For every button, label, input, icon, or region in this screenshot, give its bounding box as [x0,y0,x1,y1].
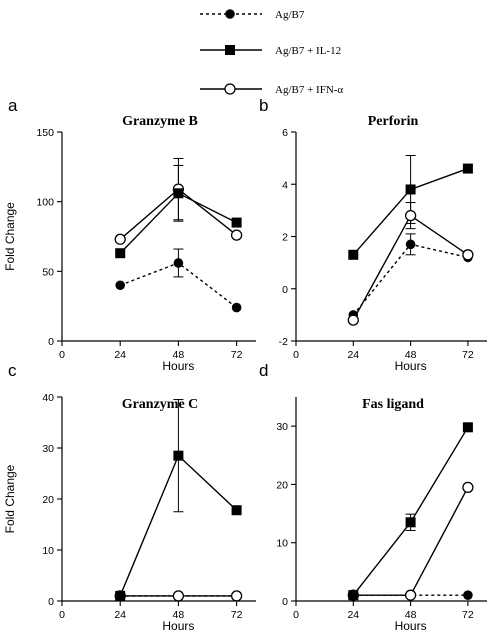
legend-marker-ag-b7-il12 [225,45,235,55]
panel-c-ytick-label: 40 [42,392,54,404]
panel-d-line-ag-b7-ifn [353,487,469,596]
panel-d-point-ag-b7-il12 [348,590,359,601]
panel-b-letter: b [259,96,268,115]
panel-d-xtick-label: 72 [462,609,474,621]
legend-label-ag-b7-il12: Ag/B7 + IL-12 [275,45,341,57]
panel-c-ytick-label: 30 [42,443,54,455]
panel-a-ytick-label: 100 [36,197,54,209]
legend-marker-ag-b7 [225,9,235,19]
panel-d-xtick-label: 24 [347,609,359,621]
panel-a: a Granzyme B 0 50 100 150 0 24 48 72 Hours Fold Cha… [3,96,256,373]
panel-a-point-ag-b7-il12 [231,217,242,228]
panel-c-letter: c [8,361,17,380]
panel-c-point-ag-b7-il12 [115,590,126,601]
panel-b-xtick-label: 24 [347,349,359,361]
legend-item-ag-b7-il12: Ag/B7 + IL-12 [200,45,341,57]
panel-d-letter: d [259,361,268,380]
panel-c-point-ag-b7-ifn [230,590,243,602]
panel-a-point-ag-b7-il12 [115,248,126,259]
panel-b-line-ag-b7-ifn [352,214,469,321]
panel-d-point-ag-b7-ifn [462,481,474,493]
panel-c-xlabel: Hours [162,619,194,633]
panel-a-ytick-label: 0 [48,336,54,348]
panel-b-point-ag-b7-ifn [462,249,474,261]
panel-d-ytick-label: 30 [276,421,288,433]
panel-a-point-ag-b7 [231,302,242,313]
panel-b-xtick-label: 48 [405,349,417,361]
panel-a-xtick-label: 0 [59,349,65,361]
panel-b-point-ag-b7-il12 [462,163,473,174]
panel-a-letter: a [8,96,18,115]
panel-d-xlabel: Hours [395,619,427,633]
panel-d-point-ag-b7 [463,590,473,600]
panel-d-ytick-label: 10 [276,538,288,550]
panel-d-xtick-label: 48 [405,609,417,621]
legend-label-ag-b7-ifn: Ag/B7 + IFN-α [275,84,343,96]
panel-a-ylabel: Fold Change [3,202,17,271]
panel-a-title: Granzyme B [122,114,198,129]
panel-a-xtick-label: 48 [173,349,185,361]
legend-item-ag-b7-ifn: Ag/B7 + IFN-α [200,83,343,96]
panel-c-point-ag-b7-il12 [173,450,184,461]
legend-label-ag-b7: Ag/B7 [275,9,305,21]
panel-a-ytick-label: 50 [42,266,54,278]
panel-d-title: Fas ligand [362,397,424,412]
panel-c-xtick-label: 0 [59,609,65,621]
panel-a-point-ag-b7-ifn [114,233,126,245]
panel-a-xlabel: Hours [162,359,194,373]
panel-b-ytick-label: 6 [282,127,288,139]
panel-b-ytick-label: 2 [282,232,288,244]
panel-a-point-ag-b7-il12 [173,188,184,199]
panel-b-point-ag-b7-ifn [347,314,359,326]
panel-b-point-ag-b7-il12 [405,184,416,195]
panel-b-point-ag-b7-ifn [404,209,417,222]
panel-c-xtick-label: 24 [114,609,126,621]
panel-c-point-ag-b7-il12 [231,505,242,516]
panel-d-ytick-label: 20 [276,479,288,491]
panel-d-ytick-label: 0 [282,596,288,608]
panel-b-title: Perforin [368,114,419,129]
panel-d: d Fas ligand 0 10 20 30 0 24 48 72 Hours [259,361,487,633]
panel-c-ytick-label: 10 [42,545,54,557]
panel-a-point-ag-b7 [115,280,125,291]
panel-b-ytick-label: 0 [282,284,288,296]
panel-d-xtick-label: 0 [293,609,299,621]
panel-d-point-ag-b7-ifn [404,589,417,601]
panel-c: c Granzyme C 0 10 20 30 40 0 24 48 72 Hours Fold Cha… [3,361,256,633]
panel-b-point-ag-b7 [405,239,416,250]
panel-b-xtick-label: 72 [462,349,474,361]
panel-a-xtick-label: 24 [114,349,126,361]
panel-c-xtick-label: 72 [231,609,243,621]
panel-c-xtick-label: 48 [173,609,185,621]
legend-marker-ag-b7-ifn [224,83,236,95]
panel-d-point-ag-b7-il12 [462,422,473,433]
panel-c-title: Granzyme C [122,397,199,412]
panel-d-line-ag-b7-il12 [352,426,469,596]
panel-a-xtick-label: 72 [231,349,243,361]
panel-b-ytick-label: 4 [282,179,288,191]
panel-a-point-ag-b7 [173,258,184,268]
panel-a-ytick-label: 150 [36,127,54,139]
panel-b-point-ag-b7-il12 [348,249,359,260]
panel-a-point-ag-b7-ifn [230,229,243,241]
panel-b-ytick-label: -2 [279,336,288,348]
panel-b-xlabel: Hours [395,359,427,373]
panel-d-point-ag-b7-il12 [405,517,416,528]
panel-c-ytick-label: 0 [48,596,54,608]
legend: Ag/B7 Ag/B7 + IL-12 Ag/B7 + IFN-α [200,9,343,96]
panel-b-xtick-label: 0 [293,349,299,361]
panel-c-ylabel: Fold Change [3,464,17,533]
legend-item-ag-b7: Ag/B7 [200,9,305,21]
panel-c-ytick-label: 20 [42,494,54,506]
panel-c-point-ag-b7-ifn [172,590,185,602]
